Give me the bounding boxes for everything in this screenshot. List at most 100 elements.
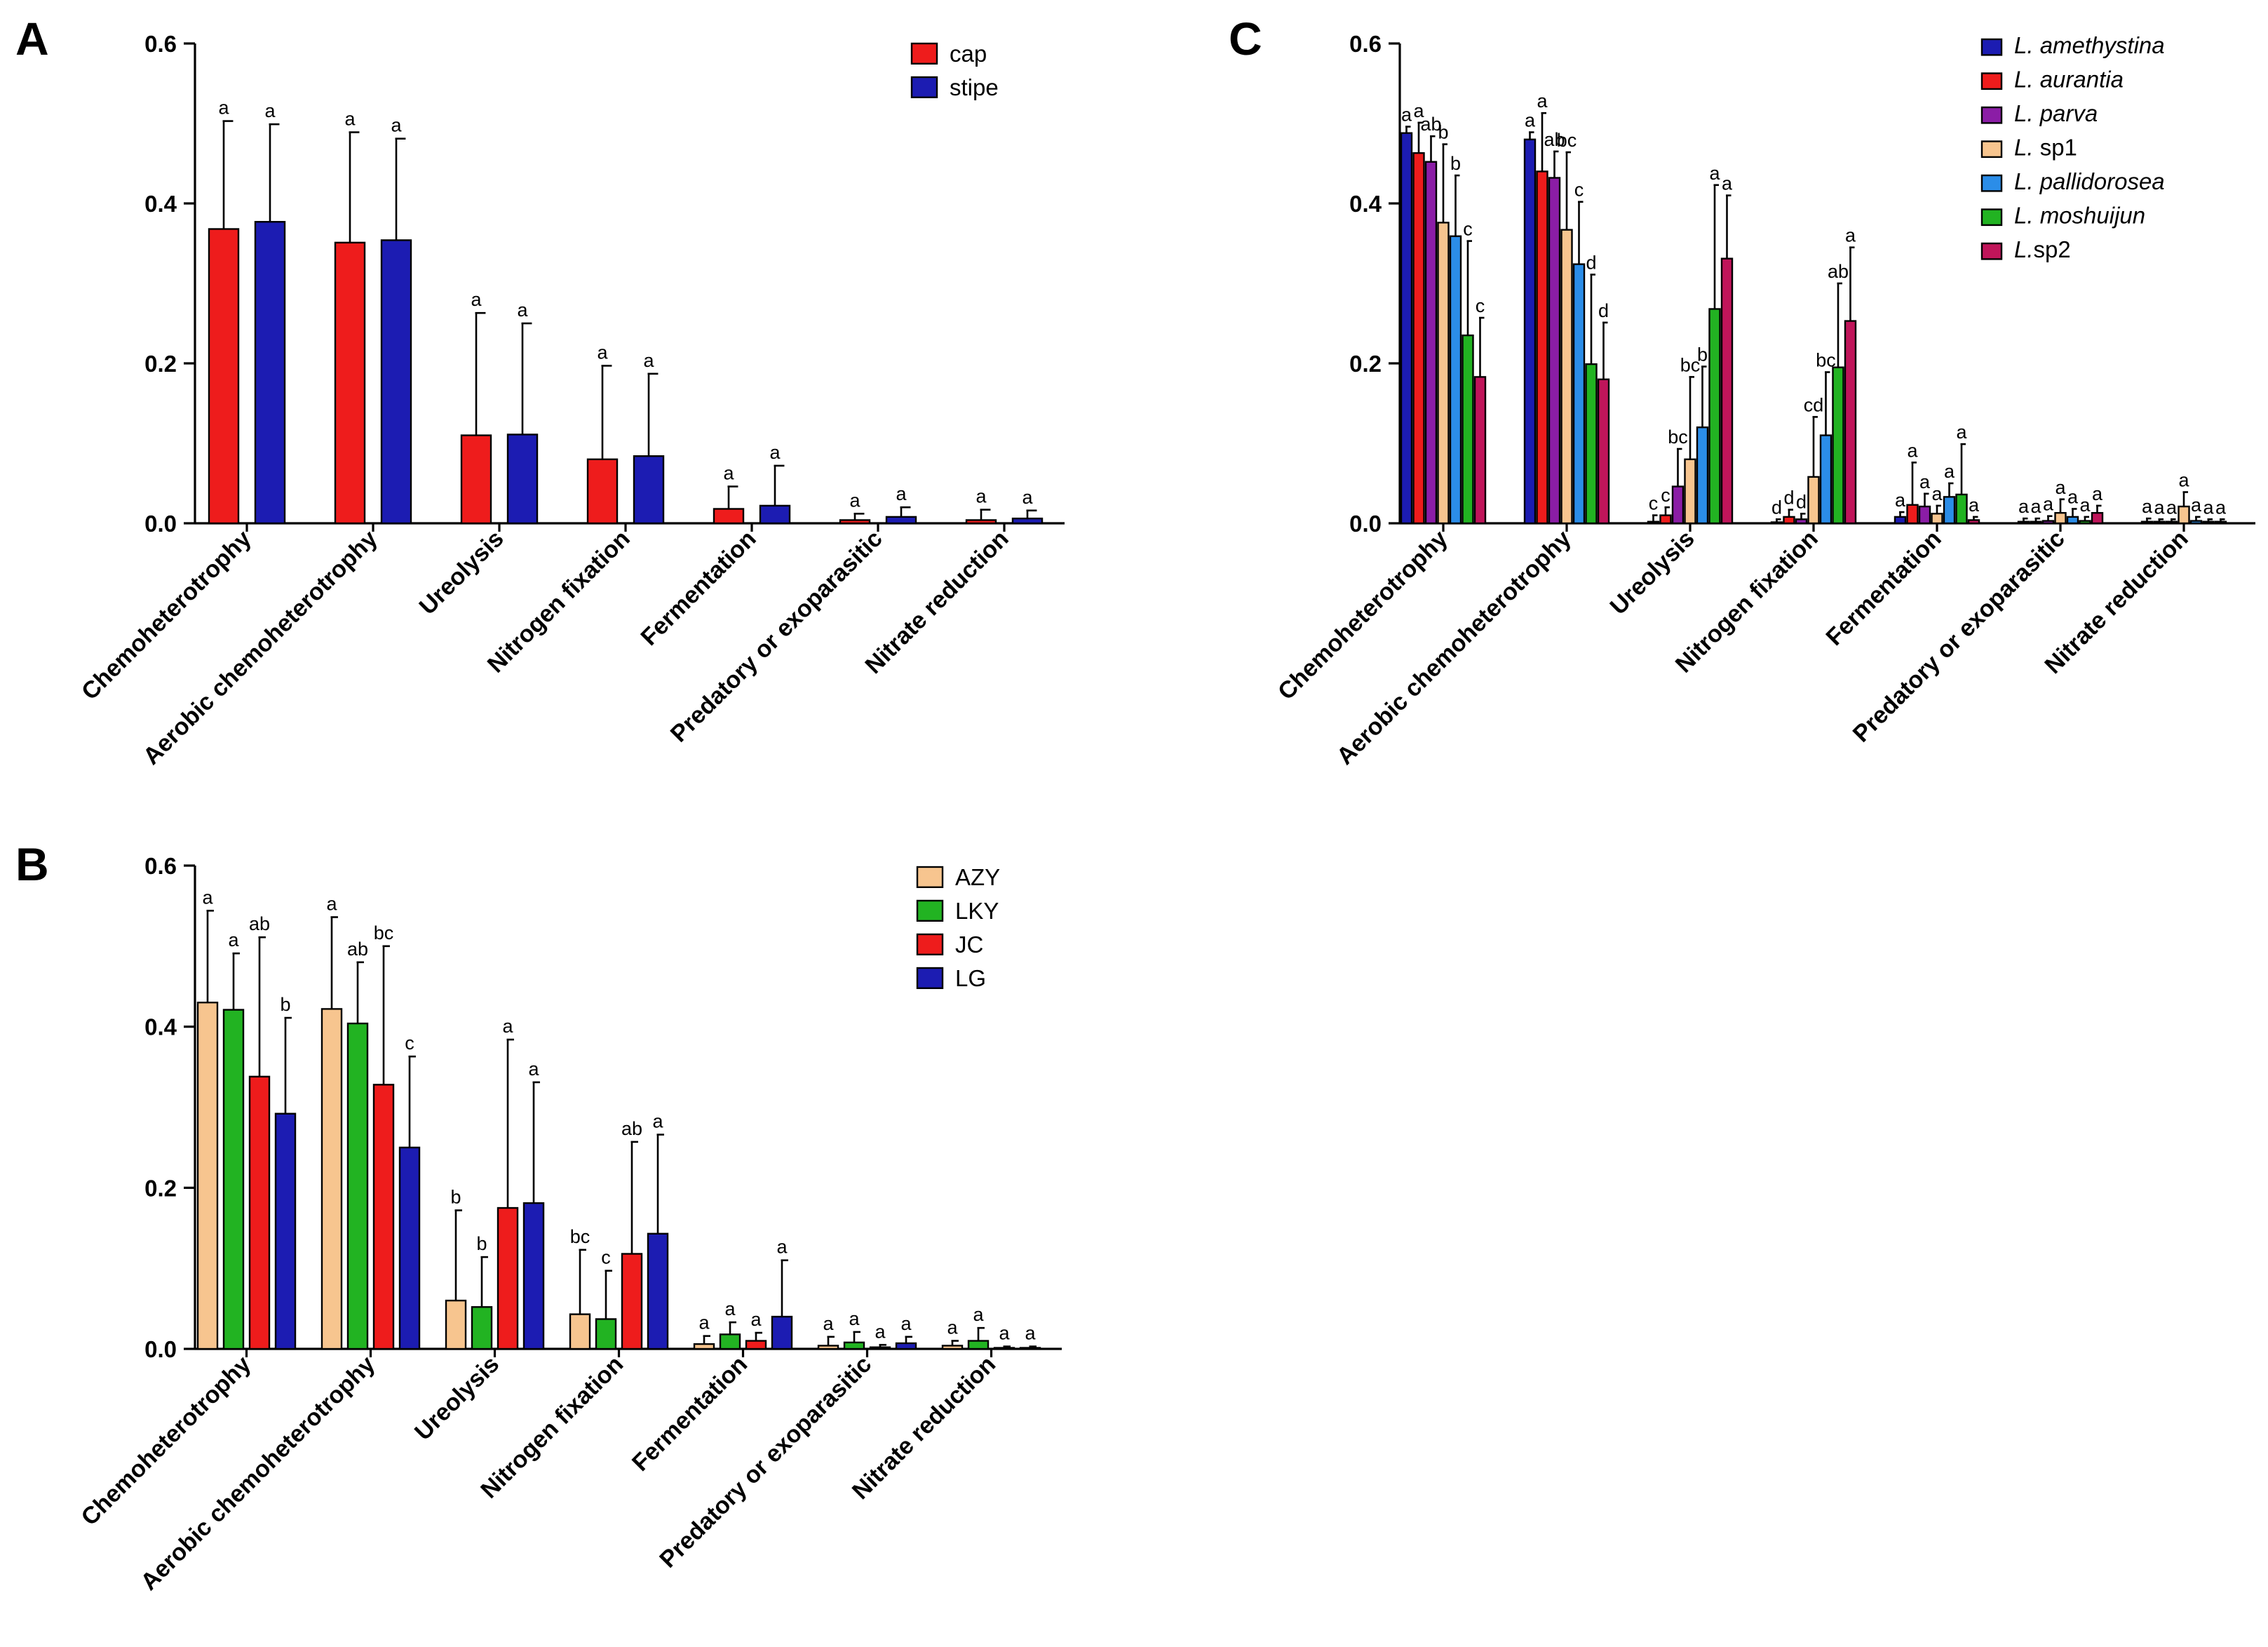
significance-letter: a xyxy=(1944,461,1955,482)
bar-l-parva xyxy=(1548,177,1561,525)
legend-label: cap xyxy=(950,41,987,67)
legend-swatch xyxy=(1980,38,2003,56)
bar-lg xyxy=(771,1315,793,1350)
y-tick-label: 0.6 xyxy=(144,31,177,57)
significance-letter: c xyxy=(1649,493,1659,514)
significance-letter: a xyxy=(1969,495,1980,516)
bar-cap xyxy=(586,458,619,525)
bar-l-moshuijun xyxy=(2202,520,2215,525)
panel-c: C0.00.20.40.6a aabbbccChemoheterotrophyaa… xyxy=(1229,13,2255,770)
category-label: Predatory or exoparasitic xyxy=(1848,525,2070,748)
panel-letter-c: C xyxy=(1229,13,1262,65)
bar-l-aurantia xyxy=(2153,520,2166,525)
significance-letter: a xyxy=(849,1308,860,1329)
category-label: Predatory or exoparasitic xyxy=(654,1351,877,1573)
significance-letter: a xyxy=(900,1313,912,1334)
legend-swatch xyxy=(1980,174,2003,192)
legend-label: L. parva xyxy=(2014,100,2098,126)
legend-swatch xyxy=(1980,72,2003,90)
bar-cap xyxy=(965,519,997,525)
bar-azy xyxy=(445,1299,467,1350)
bar-jc xyxy=(497,1206,519,1350)
bar-lg xyxy=(274,1112,297,1350)
significance-letter: a xyxy=(2178,470,2189,491)
bar-lky xyxy=(719,1333,741,1350)
bar-azy xyxy=(196,1002,219,1350)
bar-l-amethystina xyxy=(2140,520,2154,525)
significance-letter: a xyxy=(391,115,402,136)
legend-label: AZY xyxy=(955,864,1000,890)
bar-l-pallidorosea xyxy=(1572,263,1586,525)
significance-letter: d xyxy=(1796,491,1807,512)
significance-letter: a xyxy=(1931,483,1943,504)
bar-l-pallidorosea xyxy=(2066,516,2079,525)
y-tick-label: 0.2 xyxy=(144,1175,177,1201)
legend-swatch xyxy=(916,866,944,888)
significance-letter: a xyxy=(1022,487,1033,508)
significance-letter: a xyxy=(875,1321,886,1342)
significance-letter: a xyxy=(2215,497,2227,518)
bar-l-aurantia xyxy=(1659,514,1672,525)
y-tick-label: 0.4 xyxy=(144,191,177,217)
bar-cap xyxy=(208,228,240,525)
category-label: Fermentation xyxy=(636,525,762,651)
significance-letter: a xyxy=(769,442,781,463)
significance-letter: bc xyxy=(1680,354,1701,375)
category-label: Ureolysis xyxy=(410,1351,504,1446)
bar-l-parva xyxy=(2041,520,2055,525)
bar-l-sp1 xyxy=(2178,505,2190,525)
bar-lky xyxy=(222,1009,245,1350)
bar-l-moshuijun xyxy=(1708,308,1721,525)
bar-lg xyxy=(522,1202,545,1350)
bar-lky xyxy=(595,1318,617,1350)
bar-cap xyxy=(713,508,745,525)
significance-letter: d xyxy=(1771,497,1782,518)
legend-swatch xyxy=(916,933,944,955)
significance-letter: c xyxy=(405,1033,414,1054)
bar-l-pallidorosea xyxy=(2189,520,2203,525)
bar-l-moshuijun xyxy=(2079,520,2091,525)
significance-letter: a xyxy=(2055,477,2066,498)
bar-jc xyxy=(621,1253,643,1350)
significance-letter: a xyxy=(2142,496,2153,517)
legend-label: L. pallidorosea xyxy=(2014,168,2165,194)
category-label: Ureolysis xyxy=(1605,525,1700,620)
bar-stipe xyxy=(506,433,539,525)
category-label: Predatory or exoparasitic xyxy=(666,525,888,748)
significance-letter: cd xyxy=(1804,394,1824,415)
significance-letter: a xyxy=(2018,496,2030,517)
significance-letter: c xyxy=(1476,295,1485,316)
significance-letter: a xyxy=(1413,100,1424,121)
significance-letter: a xyxy=(643,350,654,371)
bar-stipe xyxy=(1011,517,1044,525)
bar-l-pallidorosea xyxy=(1696,426,1709,525)
legend-swatch xyxy=(910,42,938,65)
significance-letter: c xyxy=(1574,180,1584,201)
significance-letter: d xyxy=(1598,300,1609,321)
significance-letter: ab xyxy=(1828,261,1849,282)
significance-letter: a xyxy=(2092,483,2103,504)
bar-l-sp2 xyxy=(1720,257,1734,525)
significance-letter: ab xyxy=(621,1118,642,1139)
significance-letter: a xyxy=(528,1058,539,1080)
bar-l-amethystina xyxy=(2017,520,2030,525)
bar-lky xyxy=(967,1340,990,1350)
legend-label: stipe xyxy=(950,74,999,100)
y-tick-label: 0.0 xyxy=(144,511,177,537)
bar-stipe xyxy=(633,455,665,525)
bar-stipe xyxy=(759,504,791,525)
significance-letter: bc xyxy=(1557,130,1577,151)
significance-letter: a xyxy=(1919,471,1931,492)
significance-letter: a xyxy=(1537,90,1548,112)
bar-stipe xyxy=(885,516,917,525)
bar-lky xyxy=(471,1306,493,1350)
bar-jc xyxy=(372,1084,395,1350)
significance-letter: a xyxy=(723,463,734,484)
bar-l-amethystina xyxy=(1647,520,1660,525)
legend-label: L. aurantia xyxy=(2014,67,2124,93)
significance-letter: a xyxy=(1525,110,1536,131)
significance-letter: a xyxy=(502,1016,513,1037)
bar-azy xyxy=(941,1345,964,1350)
y-tick-label: 0.2 xyxy=(1349,351,1382,377)
